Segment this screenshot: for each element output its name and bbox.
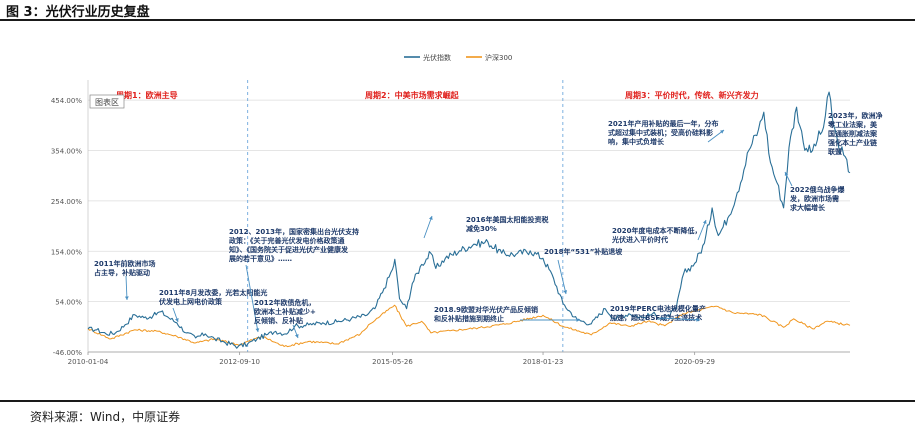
annotation-line: 2012、2013年，国家密集出台光伏支持 [229, 227, 359, 236]
series-lines [87, 91, 851, 349]
y-tick-label: -46.00% [53, 349, 83, 357]
x-tick-label: 2015-05-26 [372, 358, 413, 366]
y-tick-label: 54.00% [55, 299, 82, 307]
annotation-a3: 2012、2013年，国家密集出台光伏支持政策：《关于完善光伏发电价格政策通知》… [228, 227, 359, 333]
annotation-line: 2018.9欧盟对华光伏产品反倾销 [434, 305, 538, 314]
annotation-arrowhead [255, 328, 260, 332]
legend-label: 光伏指数 [423, 53, 451, 62]
figure-title: 图 3：光伏行业历史复盘 [6, 5, 150, 20]
period-label: 周期2：中美市场需求崛起 [365, 90, 460, 100]
annotation-arrow [557, 259, 567, 295]
annotation-line: 反倾销、反补贴 [254, 316, 303, 325]
annotation-line: 和反补贴措施到期终止 [433, 314, 504, 323]
y-tick-label: 254.00% [51, 198, 82, 206]
annotation-arrow [423, 215, 433, 239]
chart-area: -46.00% 54.00% 154.00% 254.00% 354.00% 454.00… [51, 53, 883, 366]
x-tick-label: 2012-09-10 [219, 358, 260, 366]
annotation-arrowhead [784, 172, 789, 176]
annotation-line: 2019年PERC电池规模化量产 [610, 304, 706, 313]
annotation-line: 2021年产用补贴的最后一年，分布 [608, 119, 718, 128]
y-tick-label: 154.00% [51, 248, 82, 256]
annotation-line: 联盟 [828, 147, 842, 156]
legend: 光伏指数 沪深300 [404, 53, 512, 62]
annotation-arrow [125, 275, 128, 301]
y-tick-label: 354.00% [51, 148, 82, 156]
annotation-arrow [697, 219, 707, 241]
annotation-line: 知》、《国务院关于促进光伏产业健康发 [228, 245, 349, 254]
axis-ticks: -46.00% 54.00% 154.00% 254.00% 354.00% 454.00… [51, 80, 850, 366]
top-rule [0, 19, 915, 21]
annotation-line: 2012年欧债危机， [254, 298, 315, 307]
annotations: 2011年前欧洲市场占主导，补贴驱动2011年8月发改委，光若太阳能光伏发电上网… [94, 111, 882, 339]
annotation-line: 发，欧洲市场需 [789, 194, 839, 203]
annotation-line: 响，集中式负增长 [608, 137, 665, 146]
annotation-arrowhead [563, 290, 568, 294]
annotation-arrow [659, 317, 701, 321]
x-tick-label: 2018-01-23 [523, 358, 564, 366]
annotation-arrowhead [294, 334, 299, 338]
annotation-line: 式超过集中式装机；受高价硅料影 [608, 128, 713, 137]
legend-label: 沪深300 [485, 53, 512, 62]
annotation-line: 伏发电上网电价政策 [159, 297, 223, 306]
annotation-line: 2016年美国太阳能投资税 [466, 215, 548, 224]
bottom-rule [0, 400, 915, 402]
annotation-line: 2023年，欧洲净 [828, 111, 882, 120]
series-line-pv [87, 91, 851, 349]
annotation-line: 2020年度电成本不断降低， [612, 226, 701, 235]
x-tick-label: 2020-09-29 [674, 358, 715, 366]
annotation-line: 欧洲本土补贴减少+ [254, 307, 316, 316]
annotation-line: 2018年“531”补贴退坡 [544, 247, 623, 256]
chart-area-tag-box [89, 94, 125, 109]
annotation-line: 求大幅增长 [790, 203, 826, 212]
annotation-line: 光伏进入平价时代 [611, 235, 668, 244]
annotation-arrowhead [428, 216, 433, 220]
annotation-line: 2011年8月发改委，光若太阳能光 [159, 288, 267, 297]
annotation-a4: 2012年欧债危机，欧洲本土补贴减少+反倾销、反补贴 [254, 298, 316, 339]
annotation-line: 强化本土产业链 [828, 138, 877, 147]
chart-area-tag: 图表区 [95, 97, 119, 107]
annotation-a6: 2018年“531”补贴退坡 [544, 247, 623, 295]
y-tick-label: 454.00% [51, 97, 82, 105]
annotation-line: 政策：《关于完善光伏发电价格政策通 [229, 236, 345, 245]
annotation-arrowhead [576, 318, 580, 322]
annotation-line: 零工业法案，美 [827, 120, 878, 129]
annotation-a8: 2020年度电成本不断降低，光伏进入平价时代 [611, 219, 707, 244]
annotation-arrow [245, 264, 259, 333]
annotation-arrowhead [124, 296, 129, 300]
annotation-line: 减免30% [466, 224, 497, 233]
annotation-arrowhead [720, 130, 724, 134]
annotation-line: 加速，超过BSF成为主流技术 [609, 313, 702, 322]
figure-header: 图 3：光伏行业历史复盘 [0, 0, 915, 20]
annotation-arrowhead [175, 318, 179, 322]
period-label: 周期1：欧洲主导 [116, 90, 178, 100]
x-tick-label: 2010-01-04 [68, 358, 109, 366]
period-label: 周期3：平价时代，传统、新兴齐发力 [625, 90, 759, 100]
source-note: 资料来源：Wind，中原证券 [30, 410, 181, 424]
annotation-arrowhead [696, 317, 700, 322]
annotation-line: 展的若干意见》…… [228, 254, 292, 263]
annotation-line: 占主导，补贴驱动 [94, 268, 150, 277]
annotation-line: 2022俄乌战争爆 [790, 185, 845, 194]
annotation-line: 国通胀削减法案 [828, 129, 878, 138]
annotation-arrowhead [702, 220, 707, 224]
annotation-line: 2011年前欧洲市场 [94, 259, 155, 268]
